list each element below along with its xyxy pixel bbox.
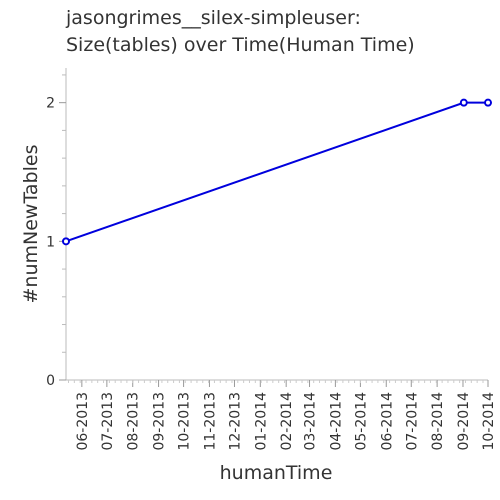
x-tick-label: 10-2014 <box>481 392 497 451</box>
y-tick-label: 1 <box>46 234 55 250</box>
x-tick-label: 05-2014 <box>353 392 369 451</box>
x-tick-label: 06-2014 <box>379 392 395 451</box>
x-ticks: 06-2013 07-2013 08-2013 09-2013 10-2013 11-20… <box>68 380 497 451</box>
x-tick-label: 09-2013 <box>152 392 168 451</box>
x-tick-label: 12-2013 <box>227 392 243 451</box>
chart-title-line-1: jasongrimes__silex-simpleuser: <box>65 7 361 29</box>
x-tick-label: 03-2014 <box>303 392 319 451</box>
x-tick-label: 06-2013 <box>75 392 91 451</box>
x-tick-label: 07-2013 <box>100 392 116 451</box>
x-tick-label: 08-2014 <box>430 392 446 451</box>
series-group <box>62 98 492 246</box>
series-line <box>65 101 488 243</box>
y-minor-ticks <box>62 74 66 353</box>
x-tick-label: 01-2014 <box>253 392 269 451</box>
data-point <box>484 98 492 107</box>
chart-title-line-2: Size(tables) over Time(Human Time) <box>66 34 415 56</box>
y-tick-label: 2 <box>46 96 55 112</box>
x-tick-label: 09-2014 <box>456 392 472 451</box>
x-tick-label: 08-2013 <box>126 392 142 451</box>
x-tick-label: 10-2013 <box>177 392 193 451</box>
data-point <box>62 237 70 246</box>
x-tick-label: 11-2013 <box>202 392 218 451</box>
x-tick-label: 07-2014 <box>404 392 420 451</box>
y-axis-label: #numNewTables <box>20 145 42 304</box>
x-tick-label: 04-2014 <box>328 392 344 451</box>
x-axis-label: humanTime <box>220 462 333 484</box>
y-tick-label: 0 <box>46 373 55 389</box>
data-point <box>459 98 468 107</box>
x-tick-label: 02-2014 <box>279 392 295 451</box>
